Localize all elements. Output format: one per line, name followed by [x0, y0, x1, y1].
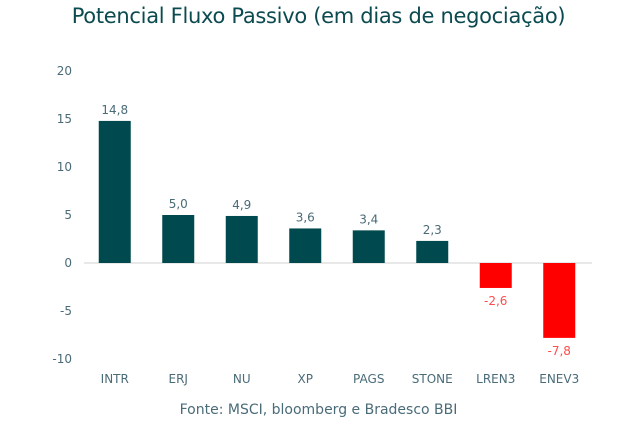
- x-tick-label: XP: [298, 372, 313, 386]
- y-tick-label: 5: [64, 208, 72, 222]
- y-tick-label: 10: [57, 160, 72, 174]
- bar-pags: [352, 230, 385, 263]
- bar-xp: [289, 228, 322, 263]
- chart-source: Fonte: MSCI, bloomberg e Bradesco BBI: [179, 402, 458, 418]
- x-tick-label: PAGS: [353, 372, 384, 386]
- x-tick-label: LREN3: [476, 372, 515, 386]
- x-tick-label: INTR: [101, 372, 129, 386]
- x-tick-label: ENEV3: [539, 372, 579, 386]
- data-label: 5,0: [169, 197, 188, 211]
- x-tick-label: ERJ: [169, 372, 188, 386]
- y-tick-label: -10: [52, 352, 72, 366]
- bar-nu: [225, 215, 258, 263]
- y-tick-label: 0: [64, 256, 72, 270]
- y-tick-label: 20: [57, 64, 72, 78]
- bar-enev3: [543, 263, 576, 338]
- y-tick-label: 15: [57, 112, 72, 126]
- data-label: 3,4: [359, 212, 378, 226]
- chart-title: Potencial Fluxo Passivo (em dias de nego…: [71, 4, 566, 28]
- data-label: 2,3: [423, 223, 442, 237]
- data-label: 3,6: [296, 210, 315, 224]
- x-tick-label: NU: [233, 372, 251, 386]
- bar-stone: [416, 240, 449, 263]
- data-label: 14,8: [101, 103, 128, 117]
- data-label: -7,8: [548, 344, 571, 358]
- bar-lren3: [479, 263, 512, 288]
- data-label: 4,9: [232, 198, 251, 212]
- data-label: -2,6: [484, 294, 507, 308]
- bar-intr: [98, 120, 131, 263]
- x-tick-label: STONE: [412, 372, 453, 386]
- y-tick-label: -5: [60, 304, 72, 318]
- bar-erj: [162, 215, 195, 263]
